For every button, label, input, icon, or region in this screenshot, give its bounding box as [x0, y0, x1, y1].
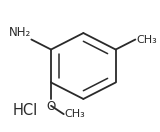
- Text: CH₃: CH₃: [136, 34, 157, 44]
- Text: CH₃: CH₃: [64, 109, 85, 119]
- Text: NH₂: NH₂: [8, 26, 31, 39]
- Text: HCl: HCl: [13, 103, 38, 118]
- Text: O: O: [46, 100, 56, 113]
